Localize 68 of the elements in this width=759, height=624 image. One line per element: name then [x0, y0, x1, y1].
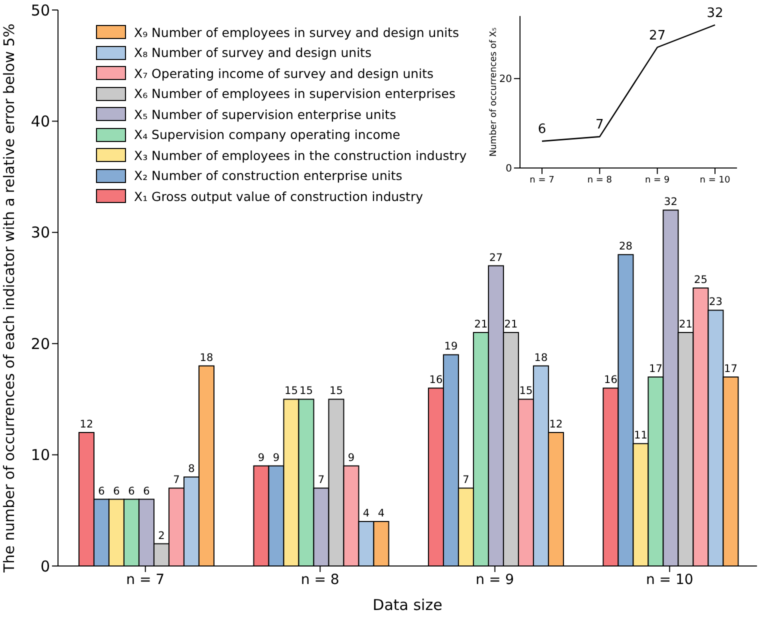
y-tick-label: 40	[30, 112, 50, 131]
data-label: 8	[188, 463, 195, 476]
data-label: 15	[284, 385, 298, 398]
data-label: 17	[724, 362, 738, 375]
data-label: 6	[128, 485, 136, 498]
x-tick-label: n = 8	[300, 572, 340, 588]
legend-label: X₉ Number of employees in survey and design units	[134, 24, 460, 40]
data-label: 27	[489, 252, 503, 264]
data-label: 18	[200, 352, 214, 364]
data-label: 17	[649, 362, 662, 375]
x-tick-label: n = 9	[476, 572, 514, 588]
legend-label: X₇ Operating income of survey and design units	[134, 66, 434, 81]
y-tick-label: 20	[30, 334, 50, 353]
data-label: 25	[694, 274, 708, 286]
x-tick-label: n = 10	[646, 572, 694, 588]
data-label: 7	[173, 474, 180, 486]
x-tick-label: n = 9	[644, 175, 670, 186]
data-label: 4	[378, 508, 385, 520]
y-axis-title: The number of occurrences of each indicator with a relative error below 5%	[2, 24, 18, 574]
data-label: 7	[596, 118, 604, 133]
x-axis-title: Data size	[372, 596, 442, 614]
data-label: 11	[634, 430, 648, 442]
legend-label: X₂ Number of construction enterprise units	[134, 168, 402, 184]
data-label: 9	[348, 452, 355, 464]
x-tick-label: n = 10	[700, 175, 730, 186]
data-label: 16	[604, 374, 618, 386]
y-tick-label: 30	[30, 224, 50, 242]
data-label: 15	[300, 385, 313, 398]
data-label: 16	[429, 374, 443, 386]
data-label: 23	[709, 296, 722, 308]
data-label: 15	[330, 385, 343, 398]
y-tick-label: 10	[30, 446, 50, 464]
data-label: 27	[649, 28, 666, 44]
data-label: 6	[113, 485, 120, 498]
data-label: 19	[444, 340, 458, 353]
y-tick-label: 0	[40, 557, 50, 576]
data-label: 2	[158, 530, 165, 542]
data-label: 21	[679, 318, 692, 330]
data-label: 7	[318, 474, 325, 486]
data-label: 21	[474, 318, 488, 330]
y-tick-label: 50	[30, 1, 50, 20]
data-label: 28	[619, 240, 632, 253]
data-label: 9	[272, 452, 280, 464]
legend-label: X₅ Number of supervision enterprise units	[134, 106, 396, 122]
data-label: 7	[462, 474, 470, 486]
data-label: 12	[549, 418, 563, 431]
data-label: 32	[706, 6, 724, 21]
legend-label: X₃ Number of employees in the construction industry	[134, 148, 467, 163]
legend-label: X₁ Gross output value of construction industry	[134, 188, 423, 204]
legend-label: X₆ Number of employees in supervision enterprises	[134, 86, 456, 102]
data-label: 6	[538, 122, 546, 138]
data-label: 12	[80, 418, 94, 431]
x-tick-label: n = 7	[126, 572, 165, 588]
data-label: 21	[504, 318, 518, 330]
x-tick-label: n = 7	[530, 175, 554, 186]
data-label: 6	[143, 485, 150, 498]
legend-label: X₈ Number of survey and design units	[134, 45, 372, 60]
data-label: 15	[519, 385, 533, 398]
data-label: 9	[258, 452, 265, 464]
y-tick-label: 20	[499, 74, 512, 86]
legend-label: X₄ Supervision company operating income	[134, 127, 400, 142]
y-tick-label: 0	[506, 164, 512, 175]
data-label: 4	[362, 508, 370, 520]
x-tick-label: n = 8	[587, 175, 612, 186]
y-axis-title: Number of occurrences of X₅	[489, 26, 500, 157]
data-label: 32	[664, 196, 678, 208]
data-label: 6	[98, 485, 106, 498]
data-label: 18	[534, 352, 548, 364]
